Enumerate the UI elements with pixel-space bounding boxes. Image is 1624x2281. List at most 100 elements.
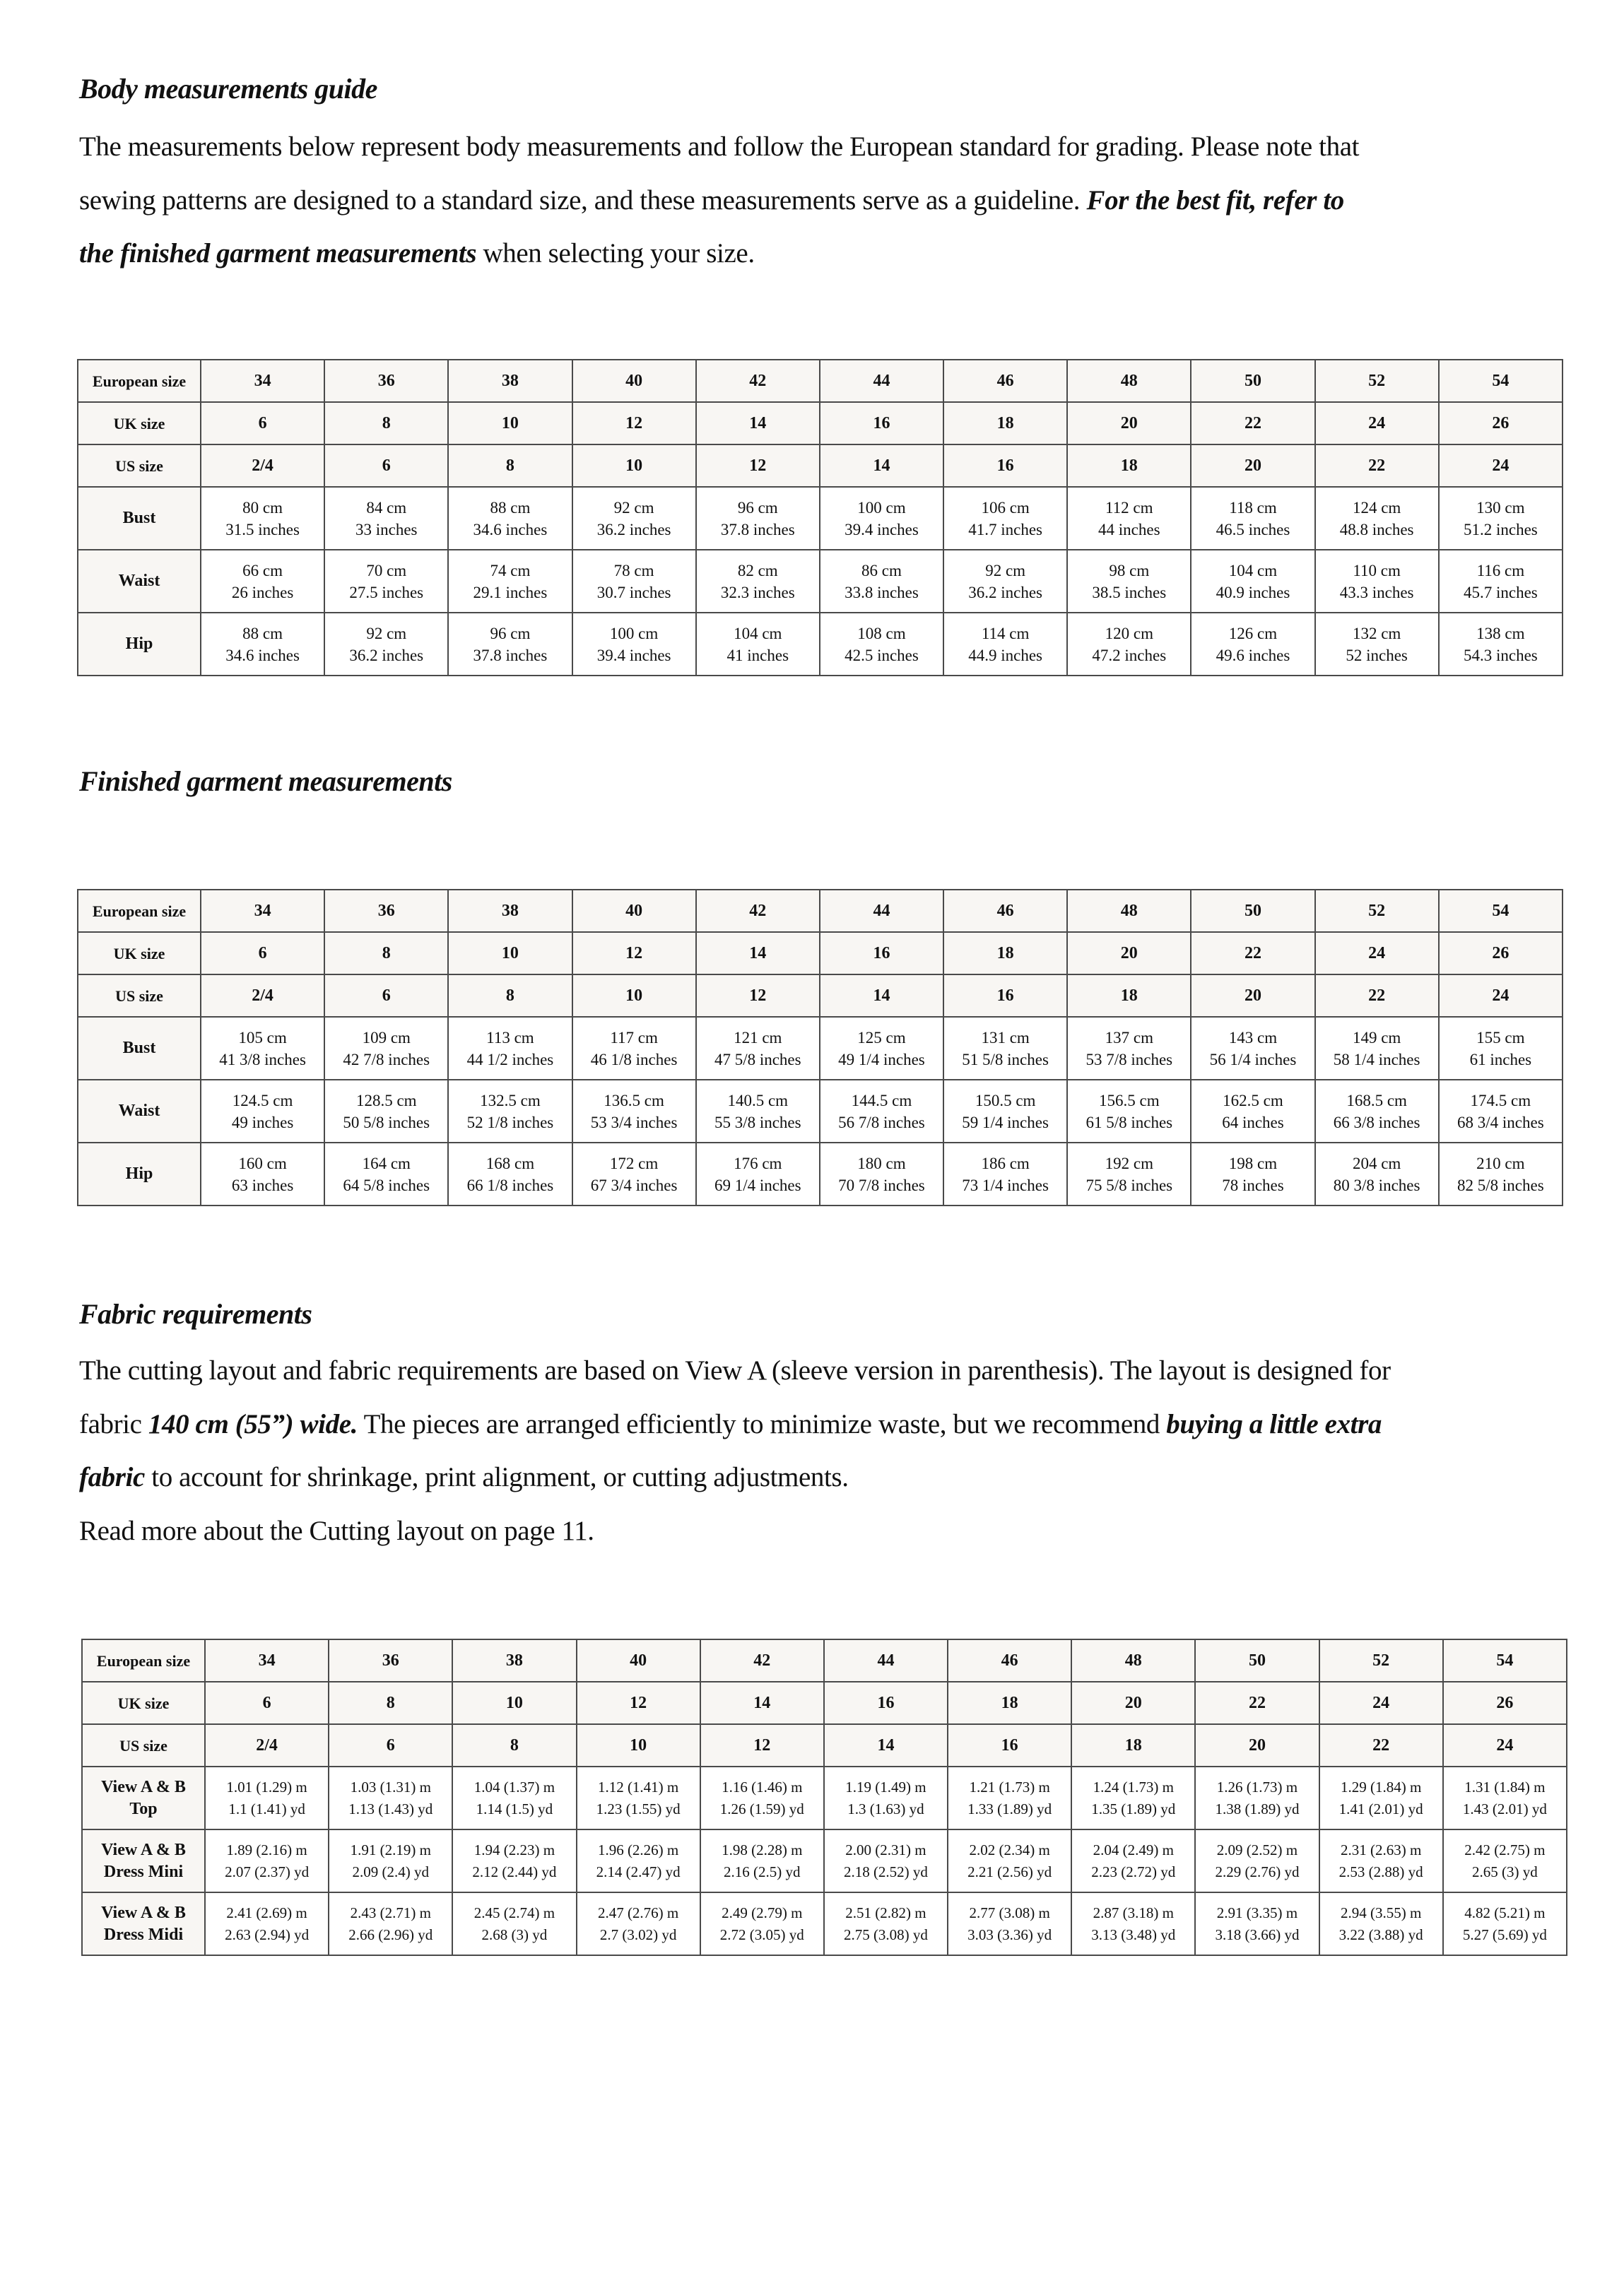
- measurement-cell: 1.12 (1.41) m 1.23 (1.55) yd: [575, 1766, 701, 1830]
- metric-value: 2.00 (2.31) m: [845, 1841, 926, 1858]
- metric-value: 2.04 (2.49) m: [1093, 1841, 1174, 1858]
- measurement-cell: 1.21 (1.73) m 1.33 (1.89) yd: [947, 1766, 1073, 1830]
- imperial-value: 1.33 (1.89) yd: [967, 1800, 1052, 1817]
- metric-value: 126 cm: [1228, 624, 1278, 642]
- measurement-cell: 156.5 cm 61 5/8 inches: [1066, 1079, 1192, 1143]
- metric-value: 84 cm: [366, 498, 407, 517]
- measurement-cell: 96 cm 37.8 inches: [447, 612, 573, 676]
- metric-value: 66 cm: [242, 561, 283, 579]
- measurement-cell: 2.94 (3.55) m 3.22 (3.88) yd: [1318, 1892, 1444, 1956]
- size-cell: 50: [1194, 1639, 1320, 1682]
- measurement-cell: 116 cm 45.7 inches: [1437, 549, 1564, 613]
- size-cell: 34: [204, 1639, 330, 1682]
- measurement-cell: 144.5 cm 56 7/8 inches: [818, 1079, 945, 1143]
- size-cell: 26: [1442, 1681, 1568, 1725]
- metric-value: 120 cm: [1105, 624, 1153, 642]
- imperial-value: 44 1/2 inches: [466, 1050, 554, 1068]
- size-cell: 8: [452, 1723, 577, 1767]
- metric-value: 2.02 (2.34) m: [969, 1841, 1050, 1858]
- measurement-cell: 2.77 (3.08) m 3.03 (3.36) yd: [947, 1892, 1073, 1956]
- measurement-cell: 92 cm 36.2 inches: [324, 612, 449, 676]
- text-segment: when selecting your size.: [476, 238, 755, 269]
- metric-value: 125 cm: [857, 1028, 906, 1047]
- size-cell: 18: [947, 1681, 1073, 1725]
- imperial-value: 47 5/8 inches: [714, 1050, 801, 1068]
- metric-value: 2.45 (2.74) m: [473, 1904, 555, 1921]
- imperial-value: 2.63 (2.94) yd: [225, 1926, 310, 1943]
- imperial-value: 2.29 (2.76) yd: [1215, 1863, 1300, 1880]
- imperial-value: 2.16 (2.5) yd: [724, 1863, 801, 1880]
- size-cell: 48: [1071, 1639, 1196, 1682]
- measurement-cell: 96 cm 37.8 inches: [695, 486, 820, 550]
- measurement-cell: 1.16 (1.46) m 1.26 (1.59) yd: [699, 1766, 825, 1830]
- imperial-value: 75 5/8 inches: [1085, 1176, 1173, 1194]
- imperial-value: 52 inches: [1346, 646, 1408, 664]
- measurement-cell: 124.5 cm 49 inches: [199, 1079, 326, 1143]
- size-cell: 42: [695, 359, 820, 403]
- measurement-cell: 2.87 (3.18) m 3.13 (3.48) yd: [1071, 1892, 1196, 1956]
- metric-value: 108 cm: [857, 624, 906, 642]
- text-line: Read more about the Cutting layout on pa…: [79, 1504, 1391, 1558]
- size-cell: 50: [1190, 359, 1316, 403]
- measurement-cell: 2.47 (2.76) m 2.7 (3.02) yd: [575, 1892, 701, 1956]
- body-guide-title: Body measurements guide: [79, 73, 377, 105]
- size-cell: 24: [1437, 444, 1564, 488]
- imperial-value: 3.18 (3.66) yd: [1215, 1926, 1300, 1943]
- size-cell: 40: [571, 889, 697, 933]
- row-label: US size: [77, 444, 201, 488]
- size-header-row: US size 2/4 6 8 10 12 14 16 18 20 22 24: [77, 974, 1564, 1018]
- measurement-cell: 92 cm 36.2 inches: [943, 549, 1069, 613]
- metric-value: 1.16 (1.46) m: [722, 1778, 803, 1796]
- size-cell: 38: [447, 889, 573, 933]
- imperial-value: 41 3/8 inches: [219, 1050, 306, 1068]
- size-cell: 14: [695, 931, 820, 975]
- metric-value: 80 cm: [242, 498, 283, 517]
- emphasis-text: 140 cm (55”) wide.: [148, 1408, 358, 1439]
- measurement-cell: 186 cm 73 1/4 inches: [943, 1142, 1069, 1206]
- row-label: Hip: [77, 1142, 201, 1206]
- metric-value: 86 cm: [861, 561, 902, 579]
- size-cell: 2/4: [204, 1723, 330, 1767]
- metric-value: 124.5 cm: [232, 1091, 293, 1109]
- imperial-value: 59 1/4 inches: [962, 1113, 1049, 1131]
- size-cell: 8: [447, 444, 573, 488]
- metric-value: 96 cm: [490, 624, 531, 642]
- metric-value: 192 cm: [1105, 1154, 1153, 1172]
- metric-value: 210 cm: [1476, 1154, 1525, 1172]
- imperial-value: 2.53 (2.88) yd: [1338, 1863, 1423, 1880]
- size-cell: 18: [943, 931, 1069, 975]
- imperial-value: 2.21 (2.56) yd: [967, 1863, 1052, 1880]
- imperial-value: 82 5/8 inches: [1457, 1176, 1544, 1194]
- metric-value: 1.24 (1.73) m: [1093, 1778, 1174, 1796]
- imperial-value: 36.2 inches: [596, 520, 671, 538]
- measurement-cell: 130 cm 51.2 inches: [1437, 486, 1564, 550]
- imperial-value: 2.65 (3) yd: [1471, 1863, 1538, 1880]
- imperial-value: 1.23 (1.55) yd: [596, 1800, 681, 1817]
- metric-value: 162.5 cm: [1223, 1091, 1283, 1109]
- imperial-value: 56 7/8 inches: [838, 1113, 925, 1131]
- size-cell: 14: [695, 401, 820, 445]
- imperial-value: 37.8 inches: [473, 646, 548, 664]
- imperial-value: 80 3/8 inches: [1333, 1176, 1420, 1194]
- imperial-value: 43.3 inches: [1339, 583, 1414, 601]
- metric-value: 104 cm: [1228, 561, 1278, 579]
- measurement-cell: 180 cm 70 7/8 inches: [818, 1142, 945, 1206]
- metric-value: 2.31 (2.63) m: [1340, 1841, 1422, 1858]
- measurement-cell: 162.5 cm 64 inches: [1190, 1079, 1316, 1143]
- size-cell: 46: [947, 1639, 1073, 1682]
- measurement-cell: 2.04 (2.49) m 2.23 (2.72) yd: [1071, 1829, 1196, 1893]
- imperial-value: 47.2 inches: [1092, 646, 1167, 664]
- metric-value: 1.26 (1.73) m: [1216, 1778, 1298, 1796]
- measurement-cell: 108 cm 42.5 inches: [818, 612, 945, 676]
- size-cell: 16: [943, 444, 1069, 488]
- measurement-cell: 1.29 (1.84) m 1.41 (2.01) yd: [1318, 1766, 1444, 1830]
- size-cell: 42: [699, 1639, 825, 1682]
- size-cell: 54: [1437, 359, 1564, 403]
- metric-value: 1.12 (1.41) m: [597, 1778, 679, 1796]
- imperial-value: 2.66 (2.96) yd: [348, 1926, 433, 1943]
- size-header-row: European size 34 36 38 40 42 44 46 48 50 52 54: [81, 1639, 1568, 1682]
- metric-value: 1.96 (2.26) m: [597, 1841, 679, 1858]
- measurement-row: Waist 66 cm 26 inches 70 cm 27.5 inches 74 cm…: [77, 549, 1564, 613]
- size-cell: 14: [818, 444, 945, 488]
- metric-value: 143 cm: [1228, 1028, 1278, 1047]
